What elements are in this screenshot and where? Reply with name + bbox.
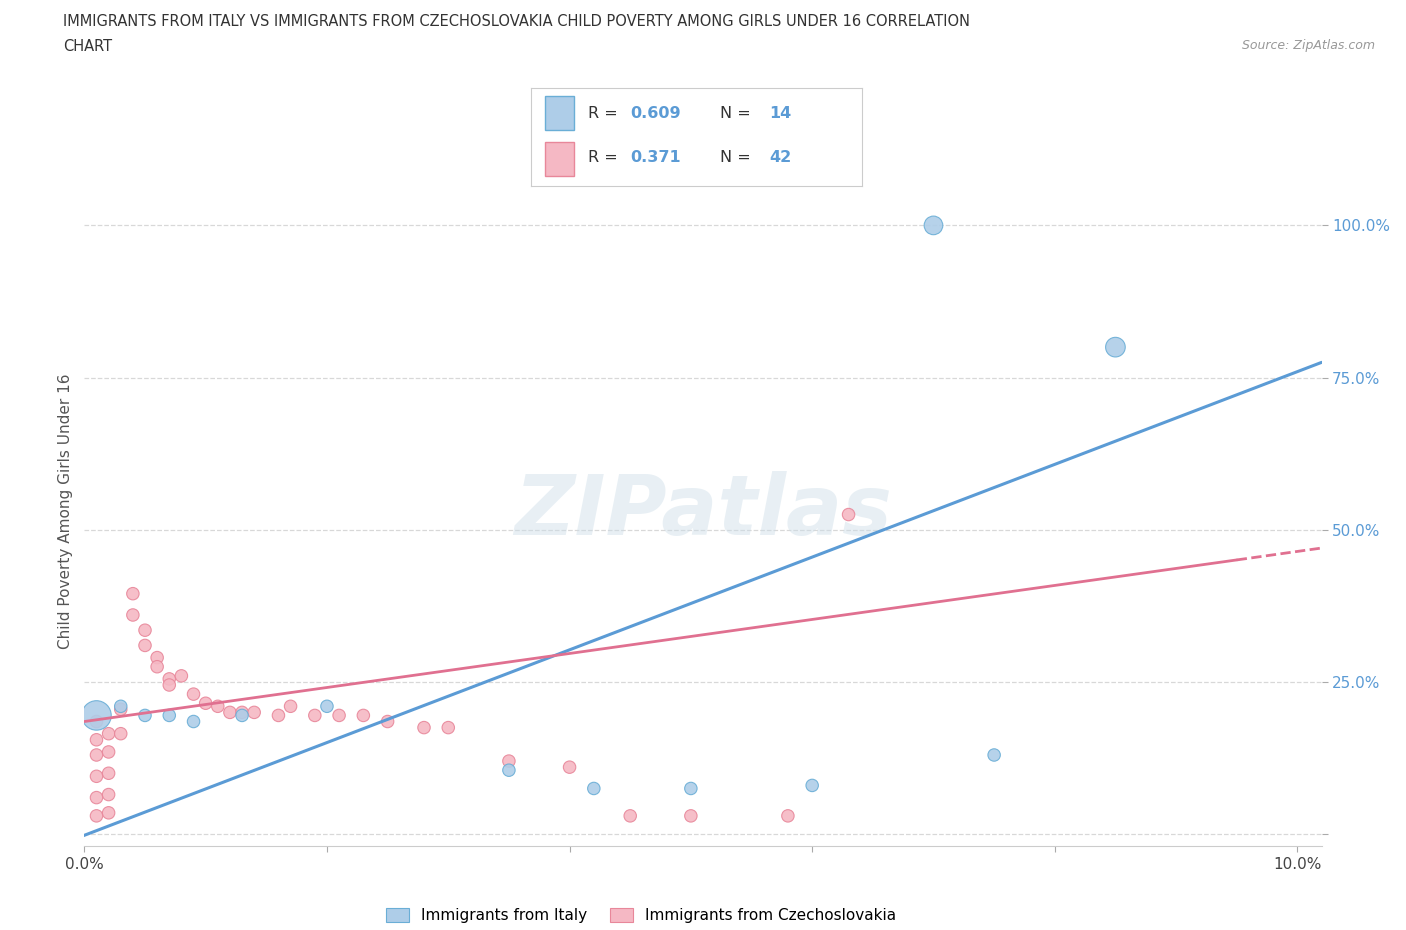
Point	[619, 808, 641, 823]
Point	[776, 808, 799, 823]
Point	[86, 790, 108, 805]
Point	[352, 708, 374, 723]
Point	[134, 623, 156, 638]
Point	[122, 586, 145, 601]
Point	[110, 702, 132, 717]
Point	[183, 714, 205, 729]
Point	[558, 760, 581, 775]
Point	[231, 705, 253, 720]
Point	[146, 650, 169, 665]
Text: R =: R =	[588, 150, 627, 165]
Point	[97, 745, 120, 760]
Point	[97, 805, 120, 820]
Point	[122, 607, 145, 622]
Point	[231, 708, 253, 723]
Point	[267, 708, 290, 723]
Text: CHART: CHART	[63, 39, 112, 54]
Point	[838, 507, 860, 522]
Point	[304, 708, 326, 723]
Text: 0.371: 0.371	[630, 150, 682, 165]
Legend: Immigrants from Italy, Immigrants from Czechoslovakia: Immigrants from Italy, Immigrants from C…	[380, 902, 903, 929]
Point	[413, 720, 436, 735]
Point	[146, 659, 169, 674]
Point	[86, 714, 108, 729]
Point	[86, 769, 108, 784]
Point	[110, 698, 132, 713]
Point	[679, 781, 702, 796]
Point	[377, 714, 399, 729]
Point	[582, 781, 605, 796]
Y-axis label: Child Poverty Among Girls Under 16: Child Poverty Among Girls Under 16	[58, 374, 73, 649]
Point	[170, 669, 193, 684]
Point	[207, 698, 229, 713]
Point	[134, 708, 156, 723]
Text: R =: R =	[588, 106, 623, 121]
Point	[243, 705, 266, 720]
Point	[280, 698, 302, 713]
Point	[922, 218, 945, 232]
Point	[97, 726, 120, 741]
Point	[983, 748, 1005, 763]
Point	[194, 696, 217, 711]
Point	[86, 808, 108, 823]
Point	[801, 778, 824, 793]
Point	[498, 753, 520, 768]
Point	[134, 638, 156, 653]
FancyBboxPatch shape	[544, 96, 575, 130]
Point	[157, 671, 180, 686]
Point	[97, 765, 120, 780]
Text: N =: N =	[720, 150, 755, 165]
Text: 14: 14	[769, 106, 792, 121]
Text: Source: ZipAtlas.com: Source: ZipAtlas.com	[1241, 39, 1375, 52]
Point	[157, 678, 180, 693]
Point	[183, 686, 205, 701]
Point	[97, 787, 120, 802]
Point	[1104, 339, 1126, 354]
Text: ZIPatlas: ZIPatlas	[515, 471, 891, 552]
Text: N =: N =	[720, 106, 755, 121]
Text: IMMIGRANTS FROM ITALY VS IMMIGRANTS FROM CZECHOSLOVAKIA CHILD POVERTY AMONG GIRL: IMMIGRANTS FROM ITALY VS IMMIGRANTS FROM…	[63, 14, 970, 29]
Text: 0.609: 0.609	[630, 106, 682, 121]
Point	[498, 763, 520, 777]
Point	[316, 698, 339, 713]
Point	[437, 720, 460, 735]
Point	[86, 748, 108, 763]
Point	[86, 708, 108, 723]
Point	[86, 732, 108, 747]
FancyBboxPatch shape	[544, 142, 575, 177]
Point	[157, 708, 180, 723]
Point	[219, 705, 242, 720]
Point	[328, 708, 350, 723]
Text: 42: 42	[769, 150, 792, 165]
Point	[110, 726, 132, 741]
Point	[679, 808, 702, 823]
